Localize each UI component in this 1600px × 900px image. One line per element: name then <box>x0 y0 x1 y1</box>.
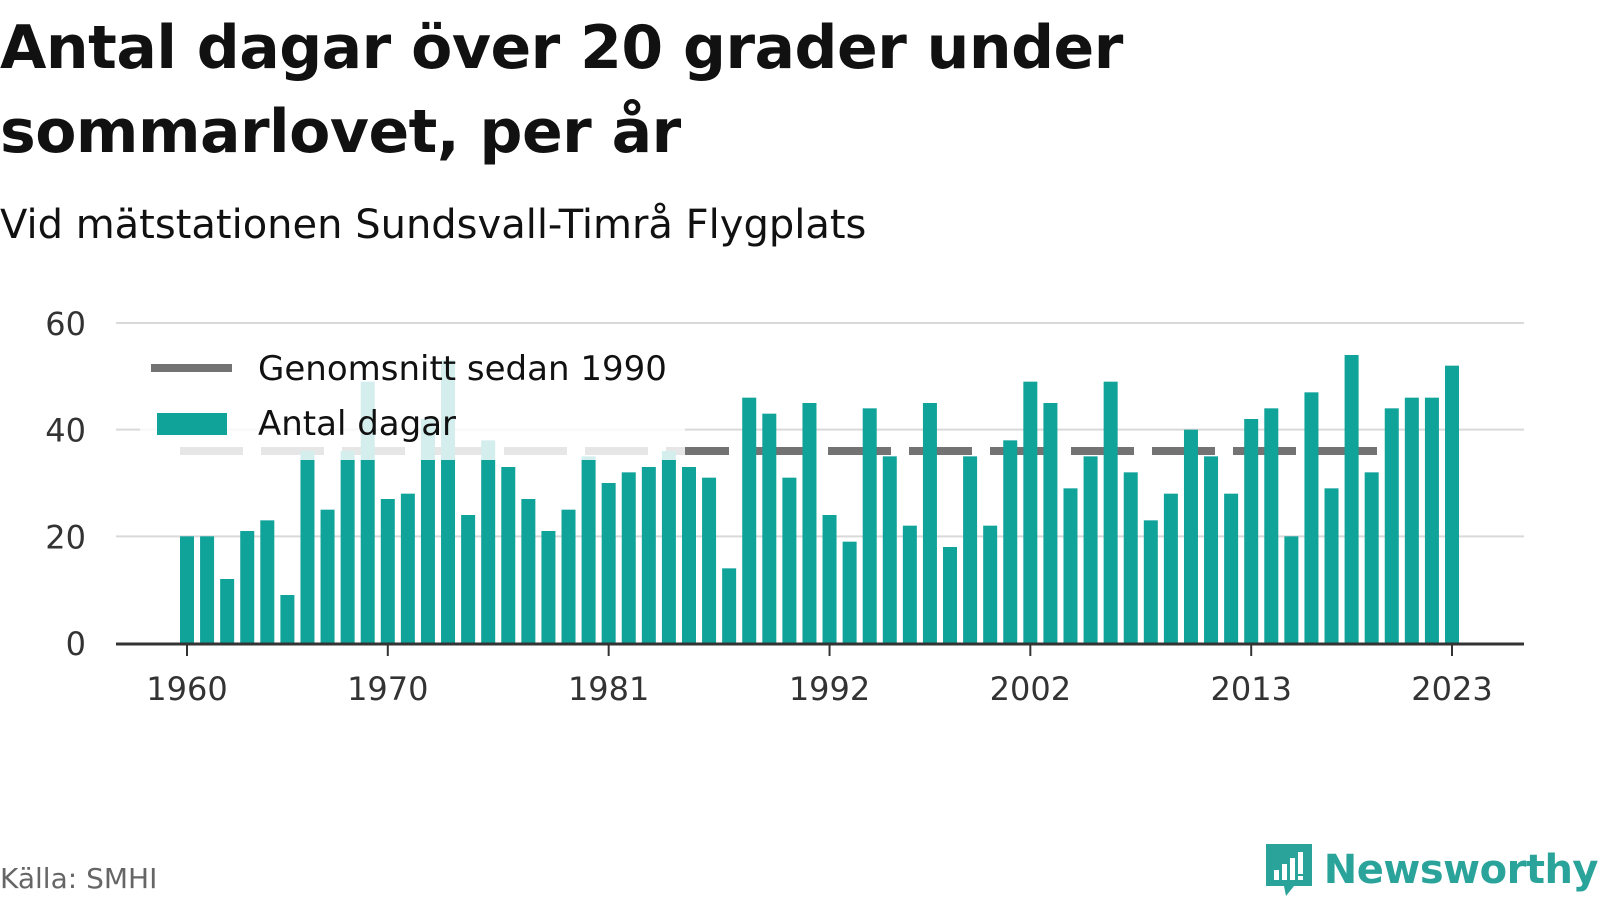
bar-1977 <box>521 499 536 643</box>
bar-1996 <box>902 525 917 643</box>
bar-2003 <box>1043 403 1058 643</box>
legend: Genomsnitt sedan 1990 Antal dagar <box>140 338 685 460</box>
bar-1987 <box>722 568 737 643</box>
bar-1962 <box>220 579 235 643</box>
bar-1983 <box>641 467 656 643</box>
x-axis-ticks <box>186 644 1453 656</box>
newsworthy-chart-logo-icon <box>1265 844 1312 896</box>
bar-1991 <box>802 403 817 643</box>
bar-2019 <box>1364 472 1379 643</box>
bar-1974 <box>461 515 476 643</box>
y-tick-label-20: 20 <box>45 518 86 556</box>
y-tick-label-60: 60 <box>45 305 86 343</box>
x-axis-tick-labels: 1960 1970 1981 1992 2002 2013 2023 <box>146 670 1492 708</box>
bar-2001 <box>1003 440 1018 643</box>
x-tick-label-1970: 1970 <box>347 670 428 708</box>
bar-1963 <box>240 531 255 643</box>
bar-2014 <box>1264 408 1279 643</box>
bar-2000 <box>983 525 998 643</box>
x-tick-label-2023: 2023 <box>1411 670 1492 708</box>
y-tick-label-40: 40 <box>45 412 86 450</box>
bar-2023 <box>1445 365 1459 643</box>
legend-background <box>140 338 685 460</box>
bar-2009 <box>1163 493 1178 643</box>
y-axis-tick-labels: 0 20 40 60 <box>45 305 86 663</box>
bar-2018 <box>1344 355 1359 643</box>
bar-1988 <box>742 397 757 643</box>
bar-1968 <box>340 451 355 643</box>
bar-2006 <box>1103 381 1118 643</box>
bar-1998 <box>943 547 958 643</box>
bar-2011 <box>1204 456 1219 643</box>
brand-name: Newsworthy <box>1323 847 1599 893</box>
bar-1990 <box>782 477 797 643</box>
bar-1960 <box>180 536 194 643</box>
bar-2005 <box>1083 456 1098 643</box>
bar-1967 <box>320 509 335 643</box>
bar-1993 <box>842 541 857 643</box>
legend-swatch-average <box>151 364 232 372</box>
bar-1994 <box>862 408 877 643</box>
legend-swatch-bars <box>157 413 227 435</box>
bar-2022 <box>1424 397 1439 643</box>
bar-2013 <box>1244 419 1259 643</box>
bar-2016 <box>1304 392 1319 643</box>
brand-logo: Newsworthy <box>1264 842 1599 898</box>
bars <box>180 355 1459 643</box>
bar-1966 <box>300 451 315 643</box>
bar-2015 <box>1284 536 1299 643</box>
x-tick-label-1981: 1981 <box>568 670 649 708</box>
legend-label-bars: Antal dagar <box>258 404 456 444</box>
bar-1972 <box>420 419 435 643</box>
x-tick-label-2013: 2013 <box>1210 670 1291 708</box>
bar-1970 <box>380 499 395 643</box>
bar-2017 <box>1324 488 1339 643</box>
bar-1975 <box>481 440 496 643</box>
bar-1964 <box>260 520 275 643</box>
bar-2012 <box>1224 493 1239 643</box>
bar-1979 <box>561 509 576 643</box>
bar-1971 <box>400 493 415 643</box>
bar-1984 <box>661 451 676 643</box>
bar-1986 <box>702 477 717 643</box>
x-tick-label-1960: 1960 <box>146 670 227 708</box>
bar-1978 <box>541 531 556 643</box>
bar-1981 <box>601 483 616 643</box>
bar-2002 <box>1023 381 1038 643</box>
legend-label-average: Genomsnitt sedan 1990 <box>258 349 667 389</box>
bar-2010 <box>1183 429 1198 643</box>
bar-1997 <box>922 403 937 643</box>
bar-1999 <box>963 456 978 643</box>
bar-1961 <box>200 536 215 643</box>
chart-subtitle: Vid mätstationen Sundsvall-Timrå Flygpla… <box>0 202 867 248</box>
bar-2020 <box>1384 408 1399 643</box>
x-tick-label-2002: 2002 <box>990 670 1071 708</box>
x-tick-label-1992: 1992 <box>789 670 870 708</box>
bar-2021 <box>1404 397 1419 643</box>
bar-1989 <box>762 413 777 643</box>
y-tick-label-0: 0 <box>66 625 86 663</box>
bar-1965 <box>280 595 295 643</box>
bar-2007 <box>1123 472 1138 643</box>
source-note: Källa: SMHI <box>0 862 158 895</box>
chart-title: Antal dagar över 20 grader under sommarl… <box>0 13 1123 167</box>
bar-1982 <box>621 472 636 643</box>
bar-1995 <box>882 456 897 643</box>
bar-1980 <box>581 456 596 643</box>
bar-1985 <box>681 467 696 643</box>
bar-1976 <box>501 467 516 643</box>
bar-1992 <box>822 515 837 643</box>
bar-2004 <box>1063 488 1078 643</box>
bar-2008 <box>1143 520 1158 643</box>
